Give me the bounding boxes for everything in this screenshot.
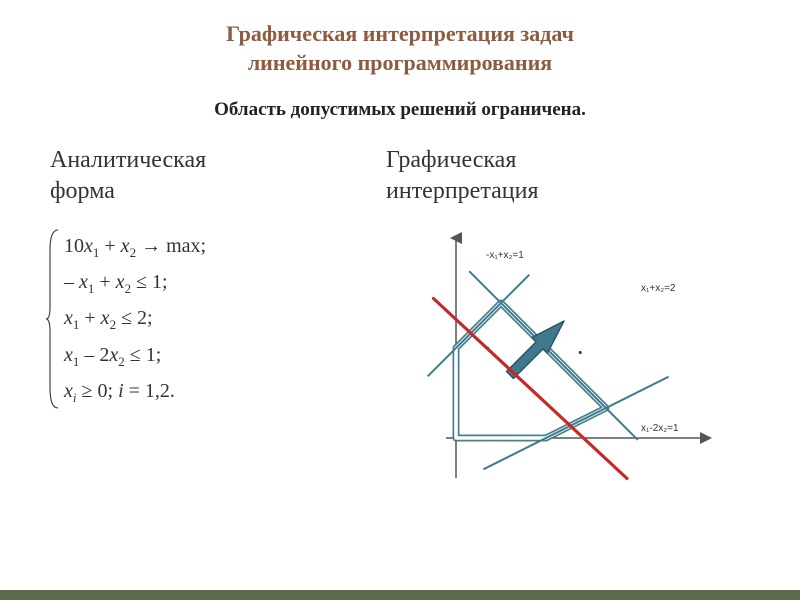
lp-chart: -x₁+x₂=1 x₁+x₂=2 x₁-2x₂=1 [396, 228, 726, 498]
constraint-label-2: x₁+x₂=2 [641, 283, 676, 294]
eq-line-4: x1 – 2x2 ≤ 1; [64, 337, 386, 373]
slide-title: Графическая интерпретация задач линейног… [0, 0, 800, 87]
slide-subtitle: Область допустимых решений ограничена. [0, 99, 800, 121]
title-line-1: Графическая интерпретация задач [226, 21, 574, 46]
constraint-label-1: -x₁+x₂=1 [486, 250, 524, 261]
constraint-label-3: x₁-2x₂=1 [641, 423, 679, 434]
left-column: Аналитическая форма 10x1 + x2 → max; – x… [50, 145, 386, 497]
eq-line-2: – x1 + x2 ≤ 1; [64, 264, 386, 300]
right-heading: Графическая интерпретация [386, 145, 750, 207]
curly-brace-icon [46, 228, 60, 410]
right-column: Графическая интерпретация -x₁+x₂=1 x₁+x₂… [386, 145, 750, 497]
content-columns: Аналитическая форма 10x1 + x2 → max; – x… [0, 145, 800, 497]
eq-line-3: x1 + x2 ≤ 2; [64, 300, 386, 336]
eq-line-1: 10x1 + x2 → max; [64, 228, 386, 264]
title-line-2: линейного программирования [248, 50, 552, 75]
lp-chart-svg [396, 228, 726, 498]
eq-line-5: xi ≥ 0; i = 1,2. [64, 373, 386, 409]
footer-stripe [0, 590, 800, 600]
left-heading: Аналитическая форма [50, 145, 386, 207]
equation-system: 10x1 + x2 → max; – x1 + x2 ≤ 1; x1 + x2 … [50, 228, 386, 410]
